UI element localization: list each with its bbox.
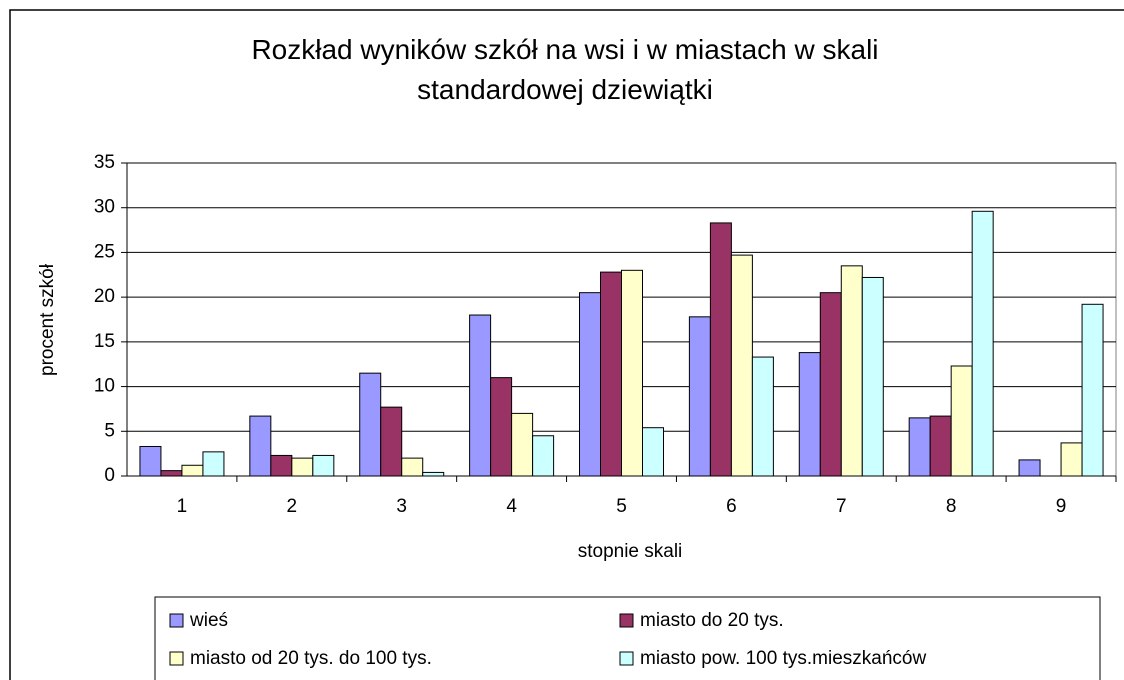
- y-tick-label: 0: [104, 465, 115, 486]
- x-tick-label: 7: [836, 496, 847, 517]
- y-tick-label: 10: [94, 376, 115, 397]
- bar: [688, 316, 711, 477]
- legend-label: miasto od 20 tys. do 100 tys.: [190, 648, 432, 669]
- x-tick-label: 4: [506, 496, 517, 517]
- bar: [730, 254, 753, 477]
- bar: [511, 412, 534, 477]
- bar: [490, 377, 513, 477]
- bar: [312, 454, 335, 477]
- x-axis-label: stopnie skali: [578, 541, 683, 562]
- y-tick-label: 25: [94, 241, 115, 262]
- legend-swatch: [619, 651, 634, 666]
- bar: [798, 352, 821, 477]
- y-tick-label: 30: [94, 197, 115, 218]
- x-tick-label: 1: [177, 496, 188, 517]
- bar: [600, 271, 622, 477]
- bar: [422, 471, 445, 477]
- bar: [908, 417, 931, 477]
- bar: [202, 451, 225, 477]
- bar: [861, 276, 884, 477]
- x-tick-label: 9: [1056, 496, 1067, 517]
- bar: [1060, 442, 1083, 477]
- bar: [971, 210, 994, 477]
- bar: [1018, 459, 1041, 477]
- x-tick-label: 3: [396, 496, 407, 517]
- legend-label: wieś: [189, 610, 228, 631]
- bar: [380, 406, 403, 477]
- legend-box: [154, 596, 1101, 680]
- bar: [532, 435, 555, 477]
- bar: [291, 457, 314, 477]
- bar: [929, 415, 952, 477]
- legend-swatch: [619, 613, 634, 628]
- bar: [270, 454, 293, 477]
- legend-label: miasto do 20 tys.: [640, 610, 784, 631]
- bar: [1081, 303, 1104, 477]
- legend-swatch: [169, 651, 184, 666]
- y-tick-label: 35: [94, 152, 115, 173]
- legend-swatch: [169, 613, 184, 628]
- y-tick-label: 5: [104, 420, 115, 441]
- x-tick-label: 5: [616, 496, 627, 517]
- bar: [160, 470, 183, 477]
- bar: [621, 269, 643, 477]
- x-tick-label: 8: [946, 496, 957, 517]
- x-tick-label: 6: [726, 496, 737, 517]
- bar: [950, 365, 973, 477]
- bar: [401, 457, 424, 477]
- bar: [642, 427, 664, 477]
- y-tick-label: 15: [94, 331, 115, 352]
- legend-label: miasto pow. 100 tys.mieszkańców: [640, 648, 926, 669]
- bar: [139, 445, 162, 477]
- y-tick-label: 20: [94, 286, 115, 307]
- bar: [751, 356, 774, 477]
- bar: [819, 292, 842, 477]
- chart-title: Rozkład wyników szkół na wsi i w miastac…: [251, 34, 879, 105]
- bar: [249, 415, 272, 477]
- bar: [579, 292, 601, 477]
- bar: [181, 464, 204, 477]
- bar: [469, 314, 492, 477]
- bar: [359, 372, 382, 477]
- y-axis-label: procent szkół: [37, 263, 58, 376]
- bar: [709, 222, 732, 477]
- bar: [840, 265, 863, 477]
- x-tick-label: 2: [287, 496, 298, 517]
